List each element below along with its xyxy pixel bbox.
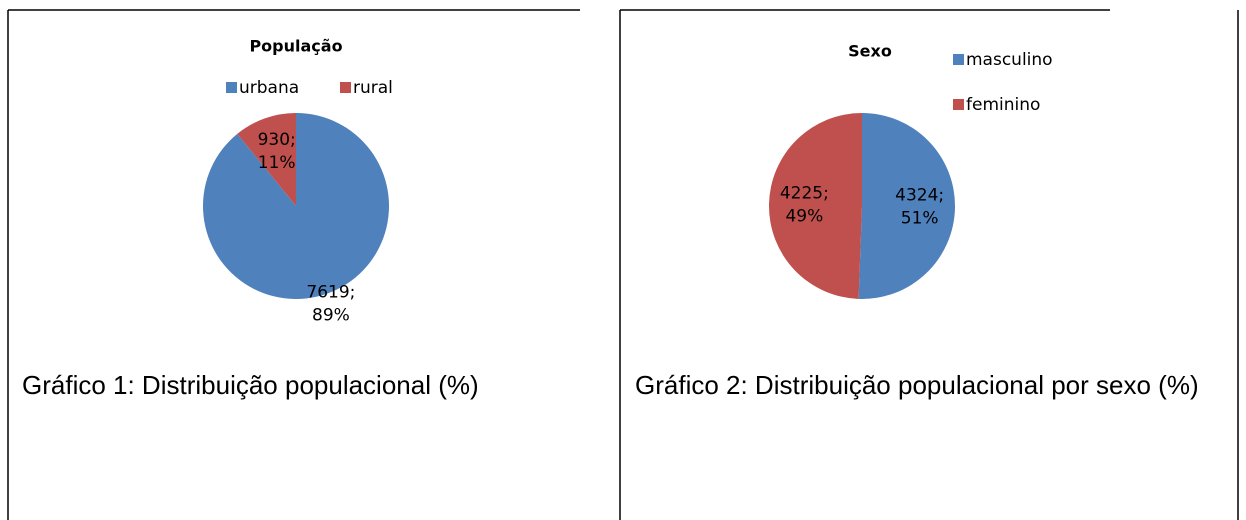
pie-slice xyxy=(237,113,296,206)
data-label: 89% xyxy=(312,306,350,326)
legend-swatch xyxy=(226,82,237,93)
caption: Gráfico 2: Distribuição populacional por… xyxy=(635,370,1199,400)
data-label: 930; xyxy=(258,130,296,150)
data-label: 7619; xyxy=(306,283,355,303)
legend-label: urbana xyxy=(239,78,299,98)
chart-title: População xyxy=(249,37,342,56)
legend-label: rural xyxy=(353,78,393,98)
chart-title: Sexo xyxy=(848,42,892,61)
data-label: 11% xyxy=(258,153,296,173)
data-label: 4225; xyxy=(780,183,829,203)
data-label: 51% xyxy=(901,209,939,229)
pie-slice xyxy=(768,113,862,299)
legend-label: feminino xyxy=(966,95,1040,115)
legend-swatch xyxy=(953,54,964,65)
legend-swatch xyxy=(953,99,964,110)
caption: Gráfico 1: Distribuição populacional (%) xyxy=(22,370,479,400)
pie-slice xyxy=(858,113,955,299)
legend-swatch xyxy=(340,82,351,93)
data-label: 49% xyxy=(785,206,823,226)
data-label: 4324; xyxy=(895,186,944,206)
legend-label: masculino xyxy=(966,50,1053,70)
